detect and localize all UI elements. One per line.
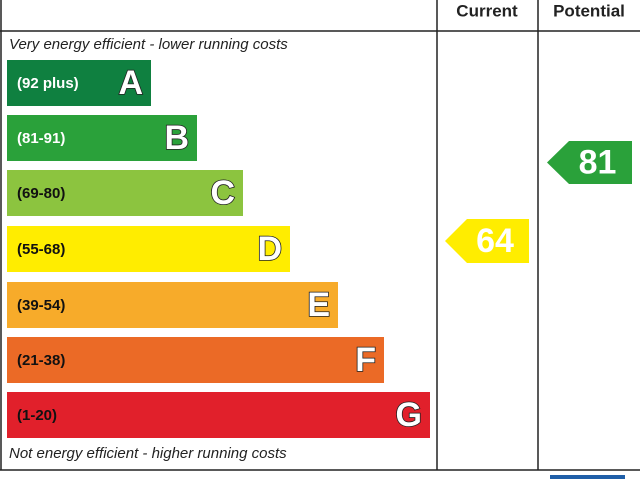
band-bar xyxy=(7,337,384,383)
potential-value: 81 xyxy=(579,143,617,181)
potential-arrow xyxy=(547,141,632,184)
band-range: (1-20) xyxy=(17,407,57,424)
arrows: 64 81 xyxy=(445,141,632,263)
current-value: 64 xyxy=(476,222,514,260)
band-bar xyxy=(7,60,151,106)
band-range: (81-91) xyxy=(17,130,65,147)
band-letter: D xyxy=(257,230,282,268)
band-letter: G xyxy=(396,396,422,434)
band-bar xyxy=(7,282,338,328)
band-range: (92 plus) xyxy=(17,75,79,92)
current-arrow xyxy=(445,219,529,263)
bands: (92 plus) A (81-91) B (69-80) C (55-68) D (39-54… xyxy=(7,60,430,438)
band-bar xyxy=(7,170,243,216)
potential-header: Potential xyxy=(553,1,625,20)
current-header: Current xyxy=(456,1,518,20)
band-letter: F xyxy=(355,341,376,379)
band-range: (39-54) xyxy=(17,297,65,314)
band-letter: C xyxy=(210,174,235,212)
band-letter: A xyxy=(118,64,143,102)
band-letter: B xyxy=(164,119,189,157)
band-bar xyxy=(7,115,197,161)
bottom-note: Not energy efficient - higher running co… xyxy=(9,445,287,462)
band-range: (55-68) xyxy=(17,241,65,258)
band-bar xyxy=(7,226,290,272)
top-note: Very energy efficient - lower running co… xyxy=(9,36,288,53)
band-range: (69-80) xyxy=(17,185,65,202)
band-letter: E xyxy=(307,286,330,324)
band-range: (21-38) xyxy=(17,352,65,369)
decoration xyxy=(550,475,625,479)
band-bar xyxy=(7,392,430,438)
